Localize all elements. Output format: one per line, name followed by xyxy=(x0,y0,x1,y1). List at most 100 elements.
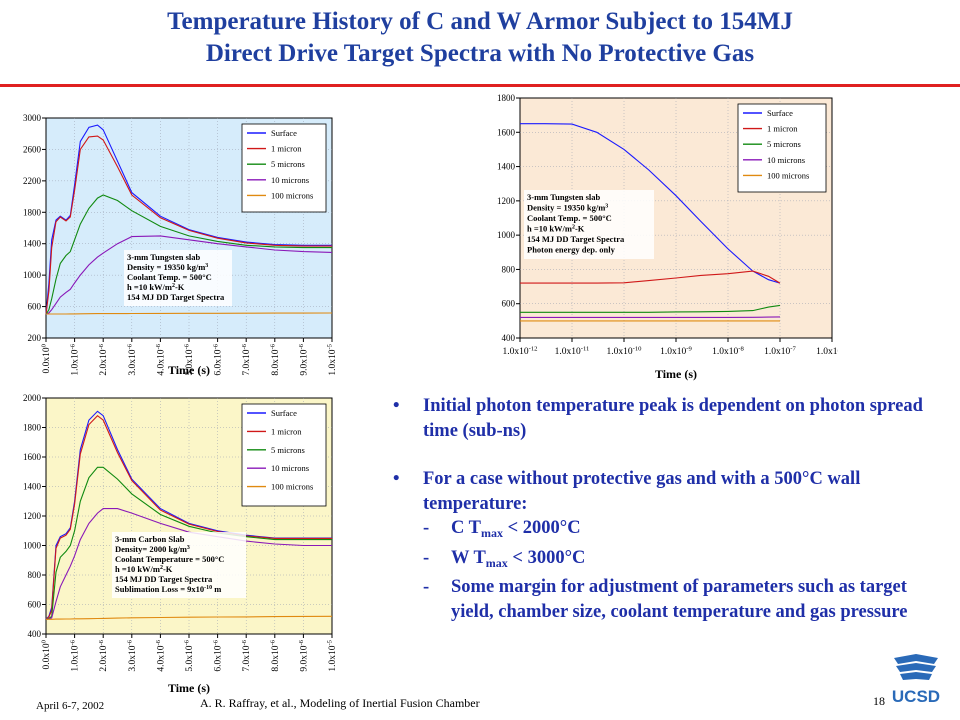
footer-date: April 6-7, 2002 xyxy=(36,700,105,712)
tungsten-log-time-chart: 1.0x10-12​ 1.0x10-11​ 1.0x10-10​ 1.0x10-9​ 1… xyxy=(488,90,838,382)
x-tick-label: 1.0x10-11​ xyxy=(555,346,590,357)
y-tick-label: 1800 xyxy=(23,207,42,217)
y-tick-label: 3000 xyxy=(23,113,42,123)
y-tick-label: 1800 xyxy=(497,93,516,103)
legend-label: 5 microns xyxy=(767,139,801,149)
y-tick-label: 400 xyxy=(502,333,516,343)
x-tick-label: 4.0x10-6​ xyxy=(155,639,166,671)
annotation-line: 154 MJ DD Target Spectra xyxy=(115,574,213,584)
annotation-line: 154 MJ DD Target Spectra xyxy=(527,234,625,244)
y-tick-label: 2000 xyxy=(23,393,42,403)
sub-item: - Some margin for adjustment of paramete… xyxy=(393,575,923,624)
series-line xyxy=(45,124,332,315)
x-tick-label: 1.0x10-5​ xyxy=(327,639,338,671)
annotation-box xyxy=(124,250,232,306)
x-tick-label: 6.0x10-6​ xyxy=(212,343,223,375)
x-axis-label: Time (s) xyxy=(168,363,210,377)
x-tick-label: 1.0x10-6​ xyxy=(816,346,838,357)
x-tick-label: 9.0x10-6​ xyxy=(298,343,309,375)
y-tick-label: 600 xyxy=(502,299,516,309)
y-tick-label: 1200 xyxy=(497,196,516,206)
annotation-line: Density = 19350 kg/m3​ xyxy=(527,203,608,213)
y-tick-label: 1400 xyxy=(23,482,42,492)
bullet-item: • For a case without protective gas and … xyxy=(393,467,923,516)
legend-label: 100 microns xyxy=(271,482,313,492)
y-tick-label: 1800 xyxy=(23,423,42,433)
annotation-line: 3-mm Tungsten slab xyxy=(527,192,600,202)
logo-text: UCSD xyxy=(892,687,940,706)
annotation-line: Coolant Temp. = 500°C xyxy=(127,272,212,282)
bullet-text: Initial photon temperature peak is depen… xyxy=(423,396,923,441)
series-line xyxy=(46,312,333,315)
y-tick-label: 600 xyxy=(28,600,42,610)
title-line-1: Temperature History of C and W Armor Sub… xyxy=(167,8,793,35)
y-tick-label: 400 xyxy=(28,629,42,639)
bullet-dot: • xyxy=(393,396,400,416)
series-line xyxy=(45,194,332,315)
x-tick-label: 1.0x10-9​ xyxy=(660,346,692,357)
legend-label: Surface xyxy=(271,128,297,138)
y-tick-label: 800 xyxy=(502,264,516,274)
legend-label: Surface xyxy=(271,408,297,418)
y-tick-label: 1400 xyxy=(497,162,516,172)
sub-item: - C Tmax < 2000°C xyxy=(393,516,923,546)
sub-dash: - xyxy=(423,577,430,597)
y-tick-label: 600 xyxy=(28,302,42,312)
x-tick-label: 9.0x10-6​ xyxy=(298,639,309,671)
legend-label: 1 micron xyxy=(767,124,798,134)
x-tick-label: 3.0x10-6​ xyxy=(126,639,137,671)
legend-label: 10 microns xyxy=(271,463,309,473)
y-tick-label: 800 xyxy=(28,570,42,580)
y-tick-label: 1200 xyxy=(23,511,42,521)
y-tick-label: 1600 xyxy=(23,452,42,462)
x-tick-label: 5.0x10-6​ xyxy=(184,343,195,375)
bullet-text: For a case without protective gas and wi… xyxy=(423,469,861,514)
series-line xyxy=(46,615,333,620)
page-number: 18 xyxy=(873,694,885,708)
sub-text-subscript: max xyxy=(481,526,503,540)
y-tick-label: 1600 xyxy=(497,127,516,137)
annotation-line: 3-mm Carbon Slab xyxy=(115,534,185,544)
x-tick-label: 2.0x10-6​ xyxy=(98,639,109,671)
legend-label: 1 micron xyxy=(271,144,302,154)
sub-dash: - xyxy=(423,518,430,538)
title-line-2: Direct Drive Target Spectra with No Prot… xyxy=(205,40,755,67)
carbon-linear-time-chart: 0.0x100​ 1.0x10-6​ 2.0x10-6​ 3.0x10-6​ 4.0x1… xyxy=(14,390,344,696)
x-tick-label: 1.0x10-10​ xyxy=(607,346,643,357)
x-tick-label: 8.0x10-6​ xyxy=(269,343,280,375)
x-tick-label: 7.0x10-6​ xyxy=(241,639,252,671)
annotation-line: h =10 kW/m2​-K xyxy=(527,224,585,234)
annotation-line: h =10 kW/m2​-K xyxy=(127,282,185,292)
y-tick-label: 1000 xyxy=(23,541,42,551)
legend-label: Surface xyxy=(767,108,793,118)
y-tick-label: 1000 xyxy=(23,270,42,280)
bullet-list: • Initial photon temperature peak is dep… xyxy=(393,394,923,624)
sub-item: - W Tmax < 3000°C xyxy=(393,546,923,576)
x-tick-label: 7.0x10-6​ xyxy=(241,343,252,375)
x-tick-label: 1.0x10-6​ xyxy=(69,343,80,375)
x-tick-label: 1.0x10-6​ xyxy=(69,639,80,671)
series-line xyxy=(520,304,781,313)
x-axis-label: Time (s) xyxy=(168,681,210,695)
legend-box xyxy=(241,403,327,507)
annotation-line: 3-mm Tungsten slab xyxy=(127,252,200,262)
annotation-line: 154 MJ DD Target Spectra xyxy=(127,292,225,302)
legend-label: 100 microns xyxy=(767,170,809,180)
legend-box xyxy=(241,123,327,213)
legend-label: 5 microns xyxy=(271,445,305,455)
legend-label: 10 microns xyxy=(271,175,309,185)
footer-credit: A. R. Raffray, et al., Modeling of Inert… xyxy=(200,696,480,710)
x-tick-label: 0.0x100​ xyxy=(41,639,52,669)
x-tick-label: 5.0x10-6​ xyxy=(184,639,195,671)
x-tick-label: 1.0x10-8​ xyxy=(712,346,744,357)
slide-title: Temperature History of C and W Armor Sub… xyxy=(0,6,960,70)
annotation-line: h =10 kW/m2​-K xyxy=(115,564,173,574)
sub-text-subscript: max xyxy=(485,555,508,570)
y-tick-label: 1400 xyxy=(23,239,42,249)
annotation-box xyxy=(112,532,246,598)
x-tick-label: 4.0x10-6​ xyxy=(155,343,166,375)
tungsten-linear-time-chart: 0.0x100​ 1.0x10-6​ 2.0x10-6​ 3.0x10-6​ 4.0x1… xyxy=(14,110,344,378)
x-tick-label: 2.0x10-6​ xyxy=(98,343,109,375)
bullet-dot: • xyxy=(393,469,400,489)
annotation-line: Photon energy dep. only xyxy=(527,245,616,255)
